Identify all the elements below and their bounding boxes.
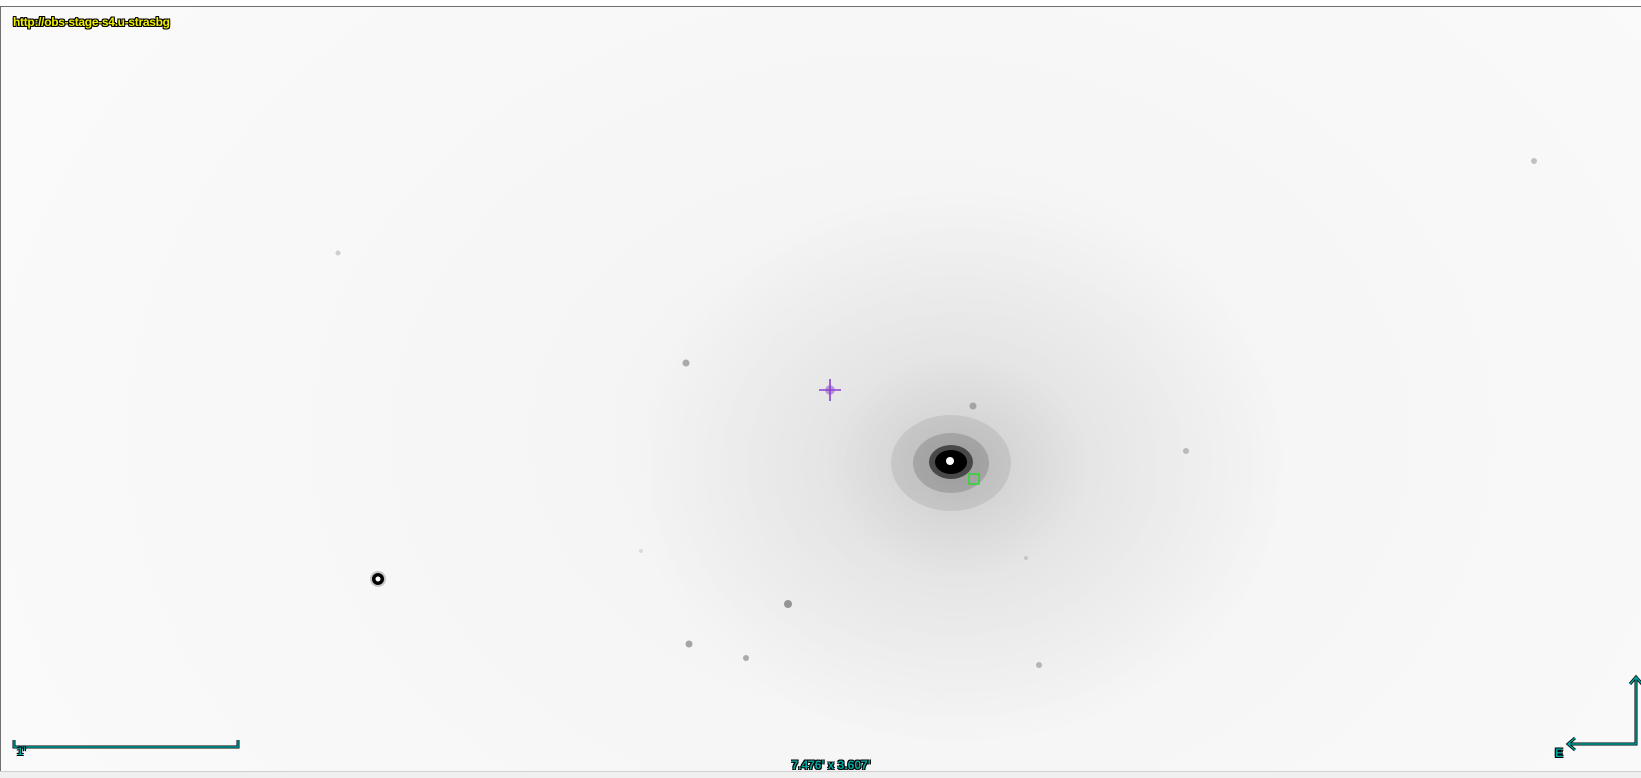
star [1531, 158, 1537, 164]
compass-east-label: E [1555, 746, 1564, 760]
star [685, 640, 693, 648]
crosshair-reticle-icon[interactable] [819, 379, 841, 401]
star [969, 402, 977, 410]
star [784, 600, 792, 608]
bright-star [370, 571, 386, 587]
north-east-arrows-icon [1565, 674, 1641, 752]
sky-overlay-layer [12, 158, 1641, 752]
status-bar [0, 771, 1641, 778]
sky-viewer[interactable]: http://obs-stage-s4.u-strasbg 1' 7.476' … [0, 6, 1641, 771]
source-marker-square-icon[interactable] [968, 473, 980, 485]
star [1036, 662, 1042, 668]
star [639, 549, 643, 553]
field-of-view-label: 7.476' x 3.607' [791, 758, 871, 771]
sky-image [1, 7, 1641, 771]
galaxy-core [891, 415, 1011, 511]
star [1024, 556, 1028, 560]
scale-bar-label: 1' [17, 746, 26, 758]
star [682, 359, 690, 367]
hips-survey-url[interactable]: http://obs-stage-s4.u-strasbg [13, 15, 170, 29]
faint-stars [335, 158, 1537, 668]
star [743, 655, 749, 661]
star [1183, 448, 1189, 454]
scale-bar [12, 740, 240, 749]
star [335, 250, 341, 256]
